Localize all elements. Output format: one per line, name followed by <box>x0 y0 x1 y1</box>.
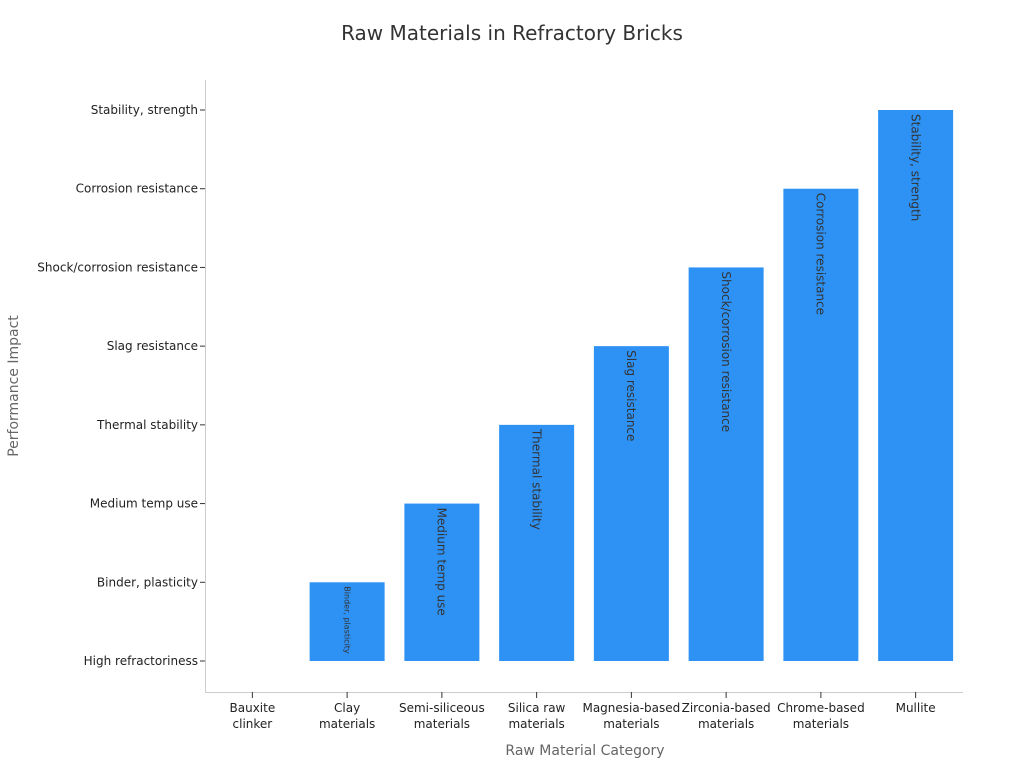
bar <box>688 267 764 661</box>
x-ticks-layer: Bauxite clinker Clay materials Semi-siliceou… <box>230 692 936 731</box>
bar-data-label: Medium temp use <box>435 508 449 616</box>
y-tick-label: Stability, strength <box>91 103 198 117</box>
bar <box>593 346 669 661</box>
x-tick-label: Clay materials <box>319 701 375 731</box>
bar-data-label: Binder, plasticity <box>342 586 351 654</box>
bar-data-label: Corrosion resistance <box>814 193 828 315</box>
y-ticks-layer: High refractoriness Binder, plasticity Med… <box>37 103 205 668</box>
y-tick-label: Corrosion resistance <box>76 182 198 196</box>
x-tick-label: Mullite <box>896 701 936 715</box>
x-tick-label: Magnesia-based materials <box>582 701 680 731</box>
bar <box>499 424 575 661</box>
y-tick-label: Binder, plasticity <box>97 575 198 589</box>
y-tick-label: Medium temp use <box>90 497 198 511</box>
axes-layer <box>205 80 963 693</box>
bar-data-label: Shock/corrosion resistance <box>719 271 733 432</box>
bar-data-label: Slag resistance <box>624 350 638 441</box>
y-tick-label: Thermal stability <box>96 418 198 432</box>
bar-data-label: Stability, strength <box>908 114 922 221</box>
x-tick-label: Bauxite clinker <box>230 701 276 731</box>
y-tick-label: Slag resistance <box>107 339 198 353</box>
y-axis-title: Performance Impact <box>6 315 22 457</box>
x-tick-label: Zirconia-based materials <box>682 701 771 731</box>
x-tick-label: Silica raw materials <box>508 701 566 731</box>
bars-layer: Binder, plasticity Medium temp use Thermal… <box>309 110 954 661</box>
x-axis-title: Raw Material Category <box>505 743 664 759</box>
bar <box>878 110 954 661</box>
bar <box>783 188 859 661</box>
bar <box>309 582 385 661</box>
x-tick-label: Semi-siliceous materials <box>399 701 485 731</box>
bar-data-label: Thermal stability <box>529 428 543 530</box>
bar <box>404 503 480 661</box>
y-tick-label: Shock/corrosion resistance <box>37 260 198 274</box>
x-tick-label: Chrome-based materials <box>777 701 865 731</box>
y-tick-label: High refractoriness <box>84 654 198 668</box>
chart-title: Raw Materials in Refractory Bricks <box>341 21 683 45</box>
